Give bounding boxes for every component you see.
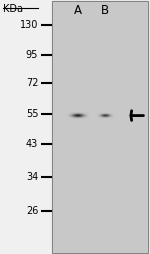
- Bar: [52, 1, 148, 253]
- Text: 43: 43: [26, 138, 38, 149]
- Text: KDa: KDa: [3, 4, 23, 14]
- Text: 72: 72: [26, 77, 38, 88]
- Text: 55: 55: [26, 109, 38, 119]
- Bar: [52, 1, 148, 253]
- Text: 95: 95: [26, 50, 38, 60]
- Text: B: B: [101, 4, 109, 17]
- Text: 34: 34: [26, 171, 38, 182]
- Text: A: A: [74, 4, 82, 17]
- Text: 26: 26: [26, 206, 38, 216]
- Text: 130: 130: [20, 20, 38, 30]
